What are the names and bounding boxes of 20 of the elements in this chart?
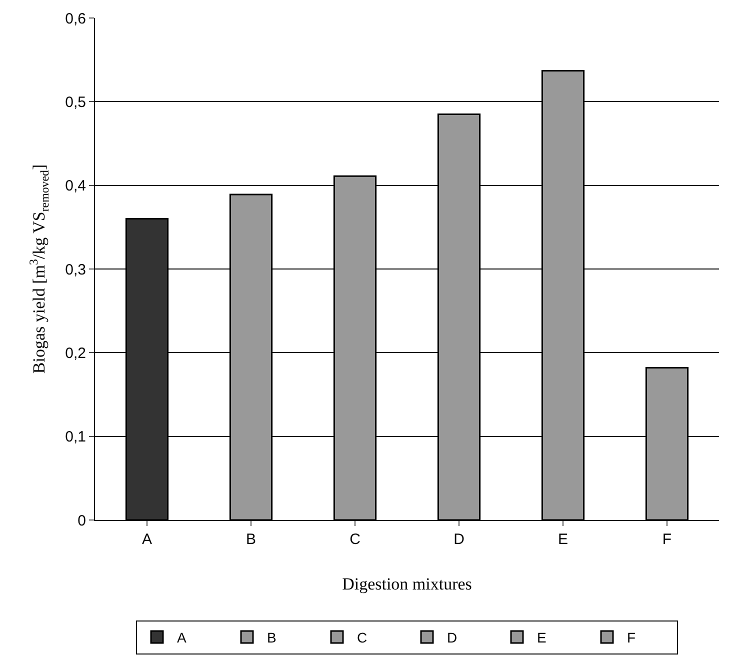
x-tick-label: C [350, 531, 361, 548]
legend-label: E [537, 629, 546, 646]
x-axis-title: Digestion mixtures [342, 574, 472, 594]
y-tick-label: 0,2 [65, 344, 86, 362]
y-tick-label: 0,1 [65, 428, 86, 446]
legend-label: F [627, 629, 636, 646]
x-tick-label: E [558, 531, 568, 548]
legend-label: D [447, 629, 458, 646]
legend-label: C [357, 629, 368, 646]
x-tick-label: B [246, 531, 256, 548]
legend-label: B [267, 629, 276, 646]
y-tick-label: 0,3 [65, 261, 86, 278]
y-tick-label: 0,5 [65, 94, 86, 111]
x-tick-label: D [454, 531, 465, 548]
x-tick-label: A [142, 531, 152, 548]
x-tick-label: F [662, 531, 672, 548]
y-tick-label: 0,4 [65, 178, 86, 195]
legend-label: A [177, 629, 187, 646]
y-tick-label: 0,6 [65, 10, 86, 28]
y-tick-label: 0 [78, 512, 86, 530]
